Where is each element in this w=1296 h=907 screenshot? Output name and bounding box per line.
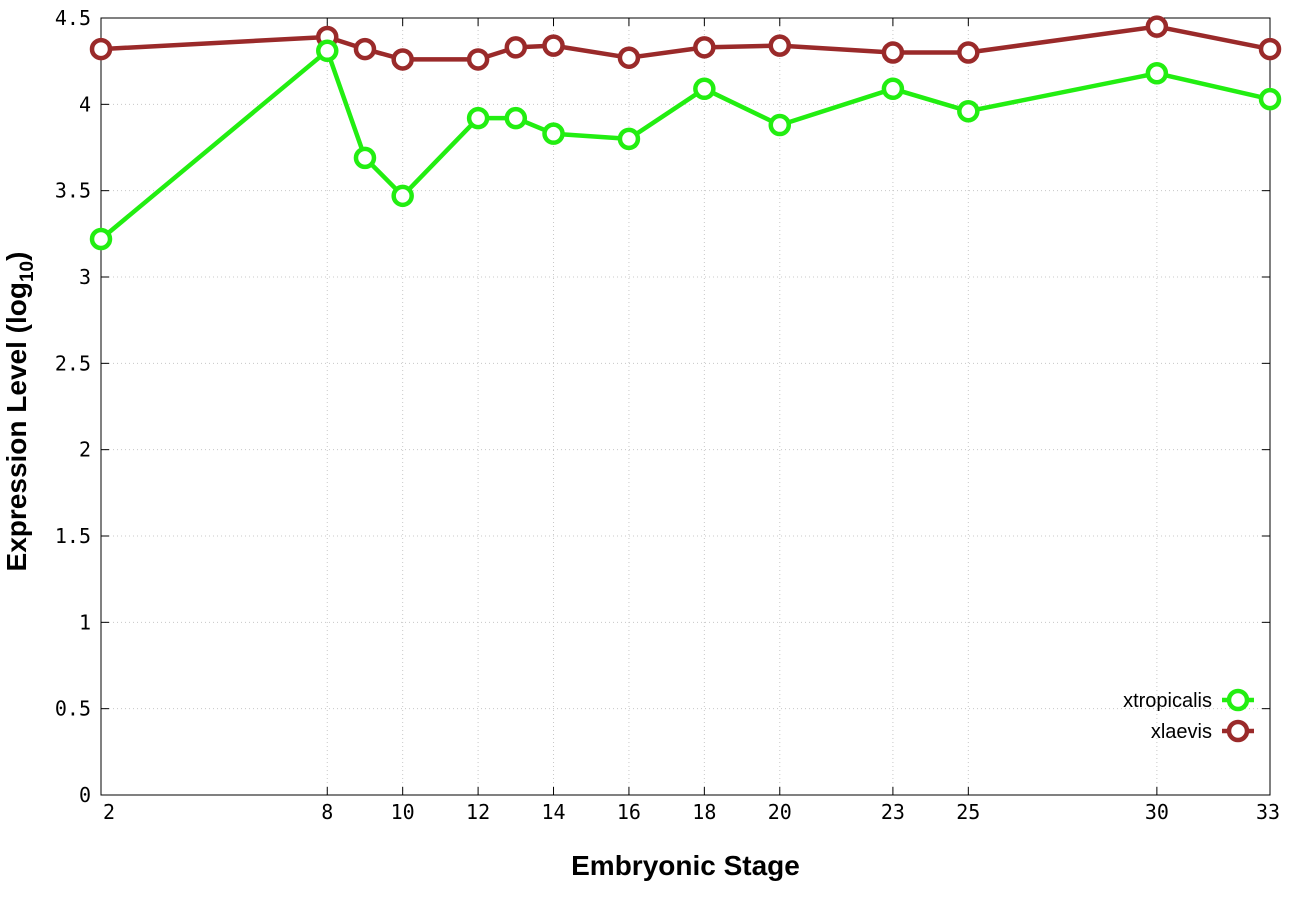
- data-point-xlaevis: [1258, 37, 1282, 61]
- data-point-xtropicalis: [1258, 87, 1282, 111]
- x-tick-label: 10: [391, 800, 415, 824]
- y-tick-label: 4.5: [55, 6, 91, 30]
- x-axis-title: Embryonic Stage: [571, 850, 800, 881]
- x-tick-label: 2: [103, 800, 115, 824]
- data-point-xlaevis: [617, 46, 641, 69]
- y-tick-label: 3: [79, 265, 91, 289]
- legend-item-xlaevis: xlaevis: [1151, 719, 1254, 743]
- data-point-xtropicalis: [542, 122, 565, 145]
- data-point-xtropicalis: [1145, 62, 1169, 85]
- data-point-xlaevis: [957, 41, 980, 64]
- x-tick-label: 12: [466, 800, 490, 824]
- y-tick-label: 1: [79, 610, 91, 634]
- data-point-xtropicalis: [391, 184, 414, 208]
- y-tick-label: 0.5: [55, 697, 91, 721]
- data-point-xlaevis: [768, 34, 792, 57]
- x-tick-label: 18: [692, 800, 716, 824]
- x-tick-label: 30: [1145, 800, 1169, 824]
- data-point-xtropicalis: [693, 77, 716, 101]
- series-line-xlaevis: [100, 24, 1271, 62]
- data-point-xtropicalis: [466, 106, 490, 130]
- data-point-xtropicalis: [768, 113, 792, 137]
- legend-label: xlaevis: [1151, 721, 1212, 743]
- series-line-xtropicalis: [99, 48, 1271, 241]
- x-tick-label: 25: [956, 800, 980, 824]
- data-point-xlaevis: [391, 48, 414, 71]
- y-tick-label: 4: [79, 92, 91, 116]
- data-point-xtropicalis: [957, 99, 980, 123]
- data-point-xlaevis: [89, 37, 113, 61]
- y-tick-label: 3.5: [55, 179, 91, 203]
- data-point-xlaevis: [881, 41, 905, 64]
- data-point-xtropicalis: [89, 227, 113, 251]
- series-xlaevis: [89, 15, 1282, 71]
- y-axis-title-main: Expression Level (log: [1, 282, 32, 571]
- data-point-xtropicalis: [353, 146, 377, 170]
- data-point-xlaevis: [1145, 15, 1169, 38]
- data-point-xlaevis: [353, 37, 377, 61]
- data-point-xlaevis: [693, 36, 716, 59]
- series-xtropicalis: [89, 39, 1282, 251]
- x-tick-label: 14: [541, 800, 565, 824]
- data-point-xtropicalis: [504, 106, 528, 130]
- series-layer: [89, 15, 1282, 251]
- legend-label: xtropicalis: [1123, 690, 1212, 712]
- data-point-xtropicalis: [316, 39, 339, 63]
- x-tick-label: 33: [1256, 800, 1280, 824]
- y-tick-label: 0: [79, 783, 91, 807]
- data-point-xlaevis: [504, 36, 528, 59]
- y-tick-label: 2.5: [55, 351, 91, 375]
- legend-item-xtropicalis: xtropicalis: [1123, 688, 1254, 712]
- x-tick-label: 8: [321, 800, 333, 824]
- data-point-xtropicalis: [617, 127, 641, 151]
- y-axis-title: Expression Level (log10): [1, 252, 38, 572]
- grid: [101, 18, 1270, 795]
- x-tick-label: 16: [617, 800, 641, 824]
- y-axis-title-subscript: 10: [17, 261, 38, 282]
- y-tick-label: 2: [79, 438, 91, 462]
- data-point-xtropicalis: [881, 77, 905, 101]
- y-tick-label: 1.5: [55, 524, 91, 548]
- x-tick-label: 23: [881, 800, 905, 824]
- plot-frame: [100, 17, 1271, 796]
- legend-swatch-marker: [1226, 688, 1250, 712]
- y-axis-title-close: ): [1, 252, 32, 261]
- x-tick-label: 20: [768, 800, 792, 824]
- axis-ticks: 0 0.5 1 1.5 2 2.5 3 3.5 4 4.5 2 8 10 12 14 16 18 20 23 25 30…: [55, 6, 1280, 824]
- legend: xtropicalis xlaevis: [1123, 688, 1254, 743]
- legend-swatch-marker: [1226, 719, 1250, 743]
- data-point-xlaevis: [466, 48, 490, 71]
- data-point-xlaevis: [542, 34, 565, 57]
